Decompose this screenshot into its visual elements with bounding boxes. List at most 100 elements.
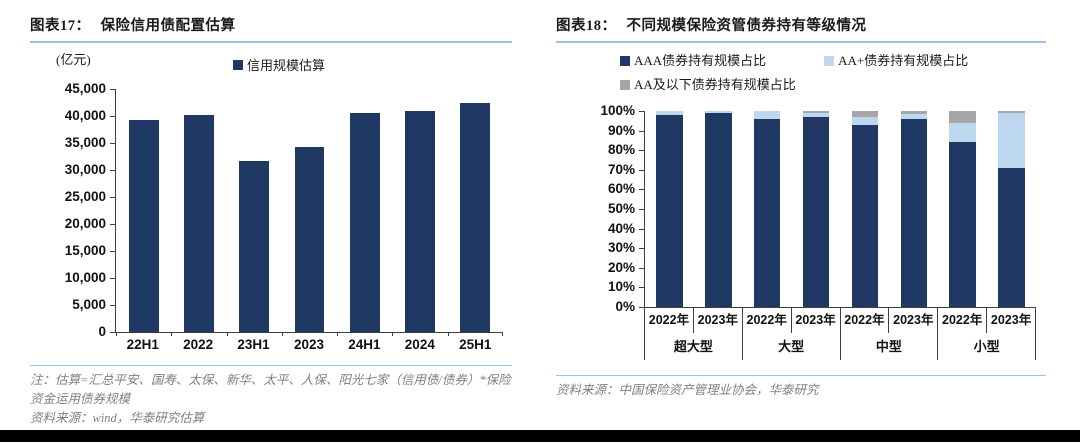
x-tick-mark bbox=[281, 332, 283, 336]
bar-segment bbox=[705, 111, 732, 113]
y-tick-label: 35,000 bbox=[64, 135, 106, 150]
stacked-bar bbox=[851, 111, 879, 307]
y-tick-mark bbox=[639, 111, 645, 112]
y-tick-mark bbox=[110, 224, 116, 225]
bar bbox=[349, 113, 380, 332]
y-tick-label: 70% bbox=[607, 161, 635, 177]
group-cell: 小型 bbox=[938, 333, 1036, 360]
y-tick-mark bbox=[110, 116, 116, 117]
y-tick-label: 30% bbox=[607, 240, 635, 256]
y-tick-mark bbox=[639, 267, 645, 269]
legend-row: AA及以下债券持有规模占比 bbox=[620, 73, 1020, 98]
figure-18-plot-area: 100% 90% 80% 70% 60% 50% 40% 30% 20% 10% 0% bbox=[600, 103, 1036, 314]
y-tick-label: 100% bbox=[600, 103, 635, 118]
bar bbox=[128, 120, 159, 332]
bar-slot bbox=[987, 111, 1036, 307]
x-axis-label: 2023 bbox=[293, 337, 324, 352]
bar-segment bbox=[851, 111, 879, 117]
legend-item: AA及以下债券持有规模占比 bbox=[620, 73, 796, 97]
bar bbox=[294, 146, 325, 332]
y-tick-label: 40% bbox=[607, 220, 635, 236]
y-tick-mark bbox=[110, 197, 116, 198]
bar-slot bbox=[938, 111, 987, 307]
stacked-bar bbox=[705, 111, 732, 307]
y-tick-mark bbox=[639, 130, 645, 132]
figure-17: 图表17： 保险信用债配置估算 (亿元) 信用规模估算 45,000 40,000 3… bbox=[30, 14, 512, 427]
y-tick-mark bbox=[639, 169, 645, 171]
bar-slot bbox=[282, 89, 337, 332]
black-bottom-bar bbox=[0, 430, 1080, 442]
year-cell: 2022年 bbox=[938, 308, 988, 333]
legend-row: AAA债券持有规模占比 AA+债券持有规模占比 bbox=[620, 49, 1020, 73]
legend-swatch-navy bbox=[233, 59, 243, 70]
legend-item: AA+债券持有规模占比 bbox=[824, 49, 968, 73]
figure-17-title-text: 保险信用债配置估算 bbox=[100, 18, 236, 34]
bar-slot bbox=[792, 111, 841, 307]
y-tick-label: 30,000 bbox=[64, 162, 106, 177]
y-tick-mark bbox=[639, 209, 645, 210]
figure-18-group-labels-row: 超大型 大型 中型 小型 bbox=[644, 333, 1036, 360]
y-tick-mark bbox=[639, 189, 645, 191]
bar-segment bbox=[656, 114, 683, 307]
bar-slot bbox=[116, 89, 171, 332]
y-tick-label: 20% bbox=[607, 259, 635, 275]
figure-18-title-text: 不同规模保险资管债券持有等级情况 bbox=[626, 18, 867, 34]
legend-item: 信用规模估算 bbox=[233, 55, 325, 74]
y-axis-unit-label: (亿元) bbox=[56, 52, 91, 67]
figure-17-footnotes: 注：估算=汇总平安、国寿、太保、新华、太平、人保、阳光七家（信用债/债券）*保险… bbox=[30, 365, 512, 427]
figure-18-legend: AAA债券持有规模占比 AA+债券持有规模占比 AA及以下债券持有规模占比 bbox=[620, 49, 1020, 98]
bar-slot bbox=[227, 89, 282, 332]
bar bbox=[460, 102, 491, 332]
year-cell: 2022年 bbox=[841, 308, 890, 333]
bar-segment bbox=[998, 112, 1025, 168]
y-tick-mark bbox=[639, 307, 645, 308]
figure-17-label: 图表17： bbox=[30, 18, 91, 34]
year-cell: 2023年 bbox=[987, 308, 1036, 333]
y-tick-mark bbox=[110, 305, 116, 306]
stacked-bar bbox=[753, 111, 781, 307]
bar-segment bbox=[851, 124, 879, 307]
legend-label: AA+债券持有规模占比 bbox=[838, 53, 969, 68]
bar-segment bbox=[705, 112, 732, 307]
y-tick-mark bbox=[110, 278, 116, 279]
bar bbox=[405, 110, 435, 332]
bar-segment bbox=[753, 118, 781, 307]
x-tick-mark bbox=[502, 332, 503, 336]
bar-segment bbox=[753, 111, 781, 119]
bar-slot bbox=[743, 111, 792, 307]
figure-17-plot-area: 45,000 40,000 35,000 30,000 25,000 20,000 15,0… bbox=[65, 81, 503, 339]
bar-slot bbox=[889, 111, 938, 307]
figure-18: 图表18： 不同规模保险资管债券持有等级情况 AAA债券持有规模占比 AA+债券持有… bbox=[556, 14, 1046, 400]
x-axis-label: 25H1 bbox=[459, 337, 492, 352]
group-cell: 超大型 bbox=[645, 333, 743, 360]
bar bbox=[184, 114, 214, 332]
y-tick-label: 15,000 bbox=[64, 243, 106, 258]
y-tick-mark bbox=[639, 287, 645, 289]
bar-segment bbox=[900, 111, 927, 114]
figure-18-label: 图表18： bbox=[556, 18, 617, 34]
x-axis-label: 24H1 bbox=[348, 337, 381, 352]
y-tick-label: 0 bbox=[98, 324, 106, 339]
figure-17-chart: (亿元) 信用规模估算 45,000 40,000 35,000 30,000 25,0… bbox=[30, 47, 512, 359]
x-tick-mark bbox=[116, 332, 117, 336]
y-tick-label: 60% bbox=[607, 181, 635, 197]
y-tick-mark bbox=[110, 170, 116, 171]
y-tick-label: 80% bbox=[607, 142, 635, 158]
stacked-bar bbox=[998, 111, 1025, 307]
x-tick-mark bbox=[226, 332, 228, 336]
y-tick-mark bbox=[110, 89, 116, 90]
bar-segment bbox=[949, 111, 976, 123]
y-tick-mark bbox=[110, 143, 116, 144]
bar-segment bbox=[998, 167, 1025, 307]
y-tick-label: 90% bbox=[607, 122, 635, 138]
y-tick-mark bbox=[639, 228, 645, 230]
bars-container bbox=[645, 111, 1036, 307]
y-tick-mark bbox=[639, 150, 645, 152]
y-tick-mark bbox=[639, 248, 645, 250]
figure-18-footnotes: 资料来源：中国保险资产管理业协会，华泰研究 bbox=[556, 375, 1046, 400]
figure-17-title: 图表17： 保险信用债配置估算 bbox=[30, 14, 512, 43]
bar-slot bbox=[841, 111, 890, 307]
bar-segment bbox=[900, 113, 927, 119]
y-tick-label: 50% bbox=[607, 201, 635, 216]
bar-slot bbox=[171, 89, 226, 332]
